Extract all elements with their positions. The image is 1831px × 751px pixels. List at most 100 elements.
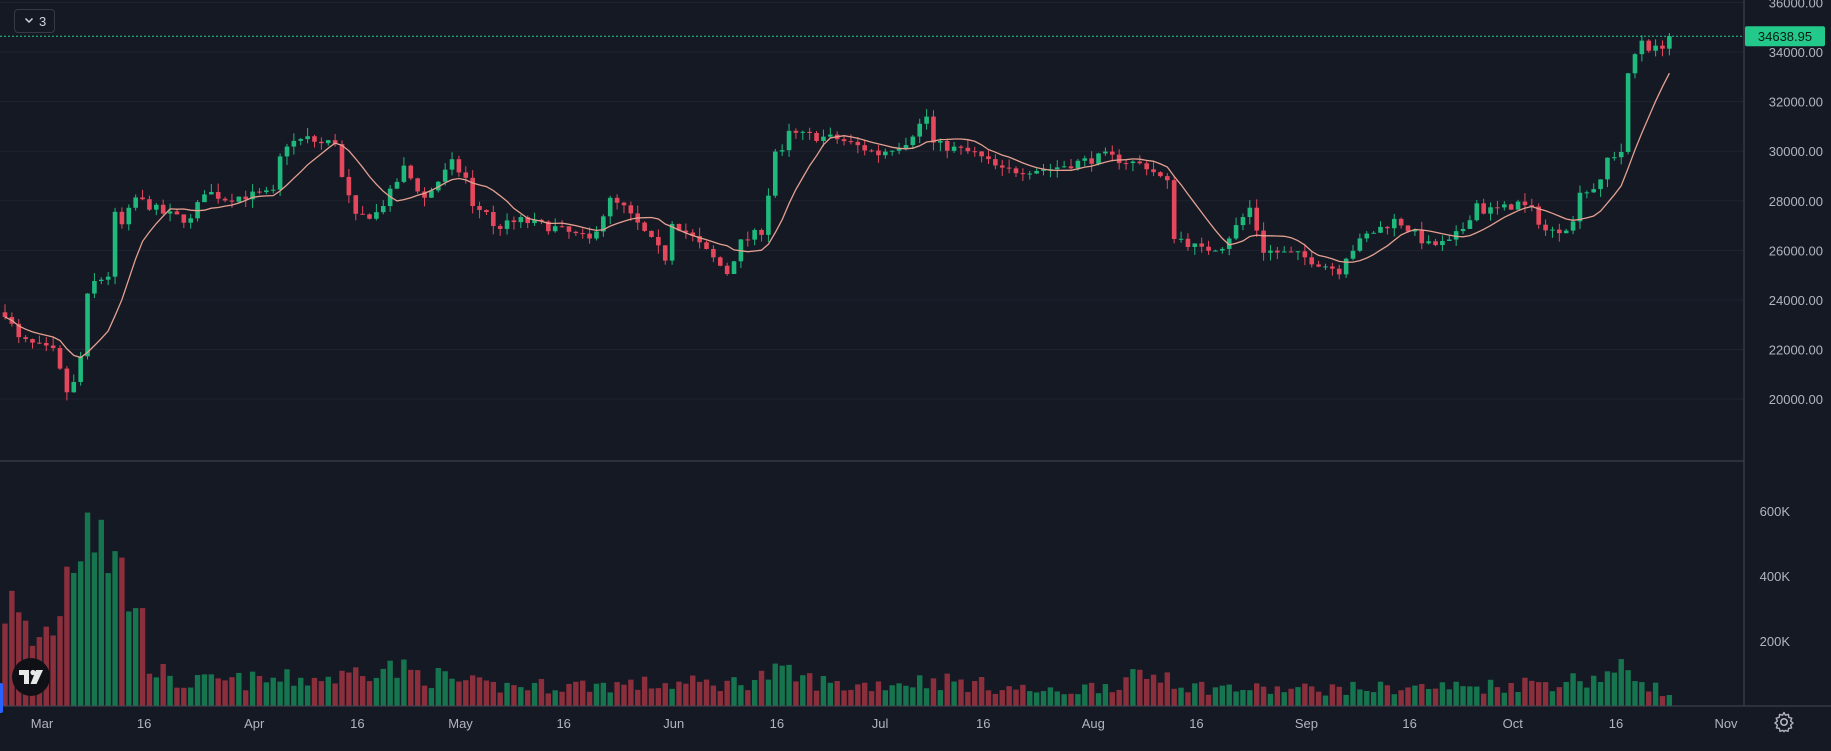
candle-body: [1103, 151, 1108, 154]
candle-body: [1343, 258, 1349, 275]
candle-body: [415, 178, 420, 192]
volume-bar: [359, 676, 366, 706]
candle-body: [841, 139, 847, 142]
volume-bar: [1405, 687, 1411, 706]
candle-body: [766, 195, 771, 235]
price-tick-label: 32000.00: [1769, 95, 1823, 110]
candle-body: [1295, 251, 1301, 253]
volume-bar: [793, 681, 799, 706]
candle-body: [1391, 218, 1397, 229]
volume-bar: [1666, 694, 1673, 706]
candle-body: [972, 151, 978, 153]
time-tick-label: 16: [1402, 716, 1416, 731]
volume-bar: [1033, 692, 1040, 706]
time-tick-label: Aug: [1082, 716, 1105, 731]
time-axis[interactable]: Mar 16 Apr 16 May 16 Jun 16 Jul 16 Aug 16 Sep 16 Oct 16…: [31, 716, 1738, 731]
candle-body: [1646, 40, 1652, 51]
candle-body: [37, 342, 42, 344]
volume-bar: [1646, 691, 1652, 706]
candle-body: [133, 197, 138, 208]
candle-body: [552, 226, 558, 232]
indicators-toggle-button[interactable]: 3: [14, 9, 56, 33]
candle-body: [346, 176, 352, 196]
volume-bar: [1109, 692, 1115, 706]
tradingview-logo-icon[interactable]: [12, 658, 50, 696]
candle-body: [209, 192, 214, 195]
price-axis[interactable]: 36000.00 34000.00 32000.00 30000.00 28000.00…: [1769, 0, 1823, 407]
candle-body: [1316, 264, 1321, 267]
volume-tick-label: 400K: [1760, 569, 1791, 584]
candle-body: [1233, 225, 1239, 239]
candle-body: [1144, 163, 1149, 170]
candle-body: [181, 214, 187, 223]
volume-bar: [1432, 688, 1439, 706]
volume-bar: [875, 681, 882, 706]
candle-body: [1625, 73, 1631, 152]
candle-body: [1226, 238, 1232, 249]
candle-body: [1550, 229, 1555, 231]
volume-bar: [951, 681, 957, 706]
candle-body: [1378, 226, 1383, 233]
volume-bar: [786, 664, 792, 706]
candle-body: [793, 130, 799, 133]
volume-bar: [1501, 692, 1508, 706]
volume-bar: [1006, 686, 1012, 706]
candle-body: [580, 233, 586, 235]
candle-body: [325, 140, 331, 144]
candle-body: [1515, 201, 1521, 210]
gear-icon[interactable]: [1772, 710, 1796, 734]
volume-bar: [889, 685, 895, 706]
volume-bar: [1350, 681, 1356, 706]
candles: [2, 33, 1672, 401]
candle-body: [656, 236, 661, 246]
volume-bar: [724, 680, 730, 706]
candle-body: [511, 220, 517, 223]
candle-body: [408, 165, 414, 179]
candle-body: [855, 141, 861, 146]
candle-body: [951, 146, 957, 151]
volume-bar: [366, 681, 373, 706]
volume-bar: [139, 608, 146, 706]
volume-bar: [2, 623, 8, 706]
candle-body: [367, 214, 372, 219]
candle-body: [312, 136, 317, 142]
chevron-down-icon: [23, 14, 35, 29]
volume-bar: [972, 681, 978, 706]
volume-bar: [1618, 659, 1624, 706]
candle-body: [456, 159, 462, 173]
volume-bar: [174, 687, 180, 706]
volume-bar: [1494, 687, 1501, 706]
volume-bar: [311, 677, 318, 706]
volume-bar: [648, 688, 655, 706]
volume-bar: [1164, 672, 1171, 706]
candle-body: [491, 212, 496, 227]
candle-body: [1495, 207, 1500, 209]
candle-body: [1192, 243, 1198, 247]
volume-bar: [1370, 692, 1377, 706]
volume-bar: [490, 681, 497, 706]
volume-bar: [57, 616, 63, 706]
candle-body: [642, 222, 647, 231]
candle-body: [105, 276, 111, 280]
volume-axis[interactable]: 600K 400K 200K: [1760, 504, 1791, 649]
candle-body: [202, 194, 207, 203]
volume-bar: [738, 685, 744, 706]
volume-bar: [614, 682, 620, 706]
volume-bar: [511, 685, 517, 706]
candle-body: [1667, 36, 1672, 49]
candle-body: [477, 206, 482, 211]
candle-body: [979, 151, 984, 157]
candle-body: [559, 226, 565, 228]
volume-bar: [318, 681, 325, 706]
candle-body: [1206, 246, 1211, 251]
candle-body: [380, 206, 386, 213]
candle-body: [1488, 207, 1493, 214]
candle-body: [601, 216, 606, 232]
volume-bar: [153, 677, 160, 706]
volume-bar: [1302, 683, 1308, 706]
volume-bar: [937, 690, 944, 706]
candle-body: [449, 159, 455, 170]
volume-bar: [676, 681, 682, 706]
candle-body: [71, 382, 77, 393]
